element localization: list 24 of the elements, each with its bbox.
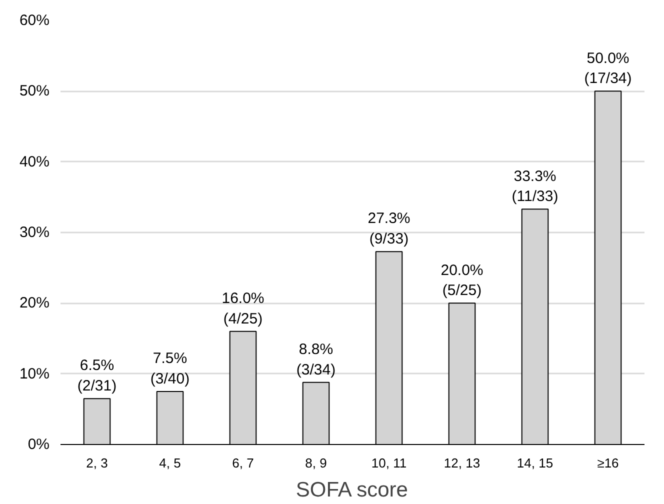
y-tick-label: 60% xyxy=(19,12,50,29)
x-tick-label: 8, 9 xyxy=(305,456,327,470)
data-label: 33.3% (11/33) xyxy=(512,168,558,206)
y-tick-label: 10% xyxy=(19,365,50,382)
x-tick-label: 14, 15 xyxy=(516,456,554,470)
data-label: 27.3% (9/33) xyxy=(368,210,410,248)
x-tick-label: ≥16 xyxy=(597,456,619,470)
y-tick-label: 0% xyxy=(28,436,50,453)
data-label: 6.5% (2/31) xyxy=(77,357,117,395)
y-tick-label: 40% xyxy=(19,153,50,170)
x-tick-label: 10, 11 xyxy=(371,456,407,470)
x-tick-label: 6, 7 xyxy=(232,456,254,470)
data-label: 50.0% (17/34) xyxy=(584,50,632,88)
x-tick-label: 4, 5 xyxy=(159,456,181,470)
x-tick-label: 12, 13 xyxy=(444,456,480,470)
y-tick-label: 30% xyxy=(19,224,50,241)
x-tick-label: 2, 3 xyxy=(86,456,108,470)
x-axis-title: SOFA score xyxy=(296,478,408,502)
y-tick-label: 50% xyxy=(19,82,50,100)
data-label: 20.0% (5/25) xyxy=(440,262,484,300)
y-tick-label: 20% xyxy=(19,294,50,312)
data-label: 16.0% (4/25) xyxy=(222,290,264,328)
data-label: 8.8% (3/34) xyxy=(296,340,336,378)
data-label: 7.5% (3/40) xyxy=(150,350,190,388)
